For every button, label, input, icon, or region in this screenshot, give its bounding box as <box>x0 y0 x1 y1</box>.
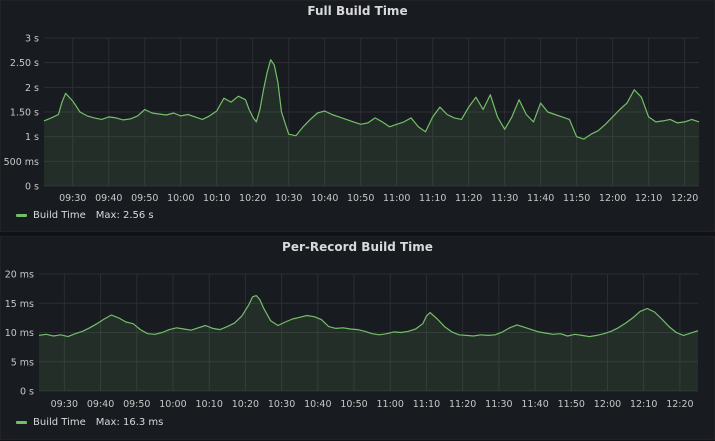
x-tick-label: 11:20 <box>455 193 482 204</box>
x-tick-label: 11:20 <box>449 399 476 410</box>
y-tick-label: 5 ms <box>11 357 34 368</box>
x-tick-label: 09:40 <box>95 193 122 204</box>
y-tick-label: 2 s <box>25 83 39 94</box>
y-tick-label: 15 ms <box>5 299 34 310</box>
y-tick-label: 2.50 s <box>10 58 39 69</box>
legend-series-name[interactable]: Build Time <box>33 417 86 428</box>
x-tick-label: 11:50 <box>563 193 590 204</box>
x-tick-label: 12:00 <box>594 399 621 410</box>
panel-title[interactable]: Full Build Time <box>307 4 408 18</box>
x-tick-label: 10:00 <box>159 399 186 410</box>
x-tick-label: 10:10 <box>203 193 230 204</box>
x-tick-label: 11:10 <box>419 193 446 204</box>
x-tick-label: 10:50 <box>340 399 367 410</box>
x-tick-label: 11:10 <box>413 399 440 410</box>
panel-per-record-build-time: Per-Record Build Time 0 s 5 ms 10 ms 15 ms 2… <box>0 236 715 440</box>
y-tick-label: 1 s <box>25 132 39 143</box>
series-area-fill <box>39 295 698 391</box>
panel-full-build-time: Full Build Time 0 s 500 ms 1 s 1.50 s 2 s 2.5… <box>0 0 715 232</box>
x-tick-label: 12:20 <box>671 193 698 204</box>
x-tick-label: 10:30 <box>268 399 295 410</box>
x-tick-label: 10:30 <box>275 193 302 204</box>
y-tick-label: 0 s <box>20 387 34 398</box>
x-tick-label: 11:40 <box>521 399 548 410</box>
x-tick-label: 11:50 <box>558 399 585 410</box>
x-tick-label: 10:50 <box>347 193 374 204</box>
y-tick-label: 0 s <box>25 182 39 193</box>
y-tick-label: 3 s <box>25 34 39 45</box>
x-tick-label: 11:00 <box>377 399 404 410</box>
y-tick-label: 1.50 s <box>10 108 39 119</box>
legend: Build Time Max: 16.3 ms <box>16 417 163 428</box>
x-tick-label: 12:10 <box>630 399 657 410</box>
y-tick-label: 20 ms <box>5 270 34 281</box>
x-tick-label: 09:30 <box>51 399 78 410</box>
x-tick-label: 11:40 <box>527 193 554 204</box>
x-tick-label: 09:30 <box>59 193 86 204</box>
series-line[interactable] <box>38 295 699 338</box>
x-tick-label: 12:20 <box>666 399 693 410</box>
x-tick-label: 10:10 <box>195 399 222 410</box>
per-record-build-time-chart: 0 s 5 ms 10 ms 15 ms 20 ms 09:30 09:40 09:50 10:… <box>5 270 699 410</box>
x-tick-label: 09:50 <box>123 399 150 410</box>
x-tick-label: 11:30 <box>491 193 518 204</box>
x-tick-label: 09:50 <box>131 193 158 204</box>
x-tick-label: 10:40 <box>304 399 331 410</box>
x-tick-label: 09:40 <box>87 399 114 410</box>
legend-swatch[interactable] <box>16 421 27 424</box>
x-tick-label: 11:30 <box>485 399 512 410</box>
x-tick-label: 12:10 <box>635 193 662 204</box>
y-tick-label: 10 ms <box>5 328 34 339</box>
x-tick-label: 10:20 <box>239 193 266 204</box>
series-area-fill <box>44 59 699 187</box>
x-tick-label: 10:40 <box>311 193 338 204</box>
panel-title[interactable]: Per-Record Build Time <box>282 240 433 254</box>
full-build-time-chart: 0 s 500 ms 1 s 1.50 s 2 s 2.50 s 3 s 09:30 09:40… <box>4 34 700 204</box>
y-tick-label: 500 ms <box>4 157 39 168</box>
series-line[interactable] <box>43 59 700 140</box>
legend-series-name[interactable]: Build Time <box>33 210 86 221</box>
x-tick-label: 12:00 <box>599 193 626 204</box>
x-tick-label: 10:00 <box>167 193 194 204</box>
legend-max-value: Max: 16.3 ms <box>95 417 164 428</box>
legend: Build Time Max: 2.56 s <box>16 210 154 221</box>
legend-max-value: Max: 2.56 s <box>95 210 154 221</box>
x-tick-label: 11:00 <box>383 193 410 204</box>
x-tick-label: 10:20 <box>232 399 259 410</box>
legend-swatch[interactable] <box>16 214 27 217</box>
